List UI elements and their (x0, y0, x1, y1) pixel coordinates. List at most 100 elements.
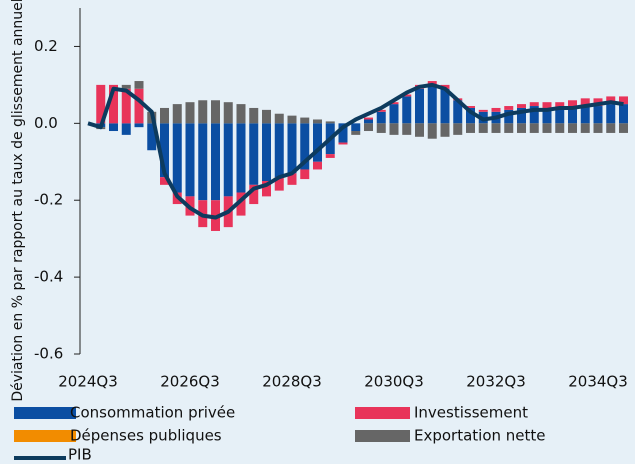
bar (274, 177, 284, 191)
y-axis-label: Déviation en % par rapport au taux de gl… (10, 0, 26, 402)
bar (262, 181, 271, 197)
bar (160, 107, 169, 124)
bar (376, 123, 386, 133)
legend-swatch (355, 430, 410, 442)
x-tick-label: 2028Q3 (262, 373, 322, 391)
bar (262, 123, 271, 181)
bar (555, 123, 565, 133)
bar (402, 123, 412, 135)
bar (568, 100, 577, 108)
x-tick-label: 2032Q3 (466, 373, 526, 391)
bar (453, 100, 463, 124)
bar (376, 111, 386, 124)
bar (198, 100, 208, 124)
bar (236, 192, 246, 216)
bar (580, 106, 590, 124)
bar (593, 123, 603, 133)
bar (529, 123, 539, 133)
bar (580, 98, 590, 107)
y-tick-label: 0.2 (34, 37, 58, 55)
bar (249, 107, 259, 124)
bar (619, 123, 628, 133)
bar (542, 123, 552, 133)
bar (121, 123, 131, 135)
bar (147, 123, 157, 151)
bar (300, 117, 310, 124)
bar (364, 117, 373, 120)
line (87, 82, 624, 220)
bar (529, 102, 539, 107)
bar (223, 102, 233, 124)
bar (96, 84, 106, 124)
legend-swatch (14, 407, 76, 419)
bar (236, 123, 246, 193)
bar (580, 123, 590, 133)
y-tick-label: -0.2 (34, 191, 63, 209)
bar (466, 106, 475, 108)
bar (121, 88, 131, 124)
bar (504, 109, 514, 124)
bar (109, 84, 118, 124)
bar (440, 88, 450, 124)
bar (542, 102, 552, 108)
bar (491, 107, 501, 112)
bar (466, 123, 475, 133)
bar (313, 161, 322, 170)
bar (402, 94, 412, 97)
bar (249, 184, 259, 205)
bar (300, 169, 310, 180)
legend-swatch (355, 407, 410, 419)
bar (185, 102, 195, 124)
bar (504, 106, 514, 110)
x-tick-label: 2030Q3 (364, 373, 424, 391)
x-tick-label: 2034Q3 (568, 373, 628, 391)
bar (555, 107, 565, 124)
bar (185, 123, 195, 197)
y-tick-label: 0.0 (34, 114, 58, 132)
legend-label: Exportation nette (414, 427, 546, 445)
bar (351, 123, 361, 132)
legend-label: Investissement (414, 404, 528, 422)
bar (134, 81, 144, 89)
bar (172, 123, 182, 193)
legend-label: Consommation privée (70, 404, 235, 422)
bar (313, 123, 322, 162)
bar (606, 104, 616, 124)
x-tick-label: 2026Q3 (160, 373, 220, 391)
bar (389, 102, 399, 105)
bar (376, 109, 386, 112)
y-tick-label: -0.4 (34, 268, 63, 286)
bar (287, 123, 297, 174)
bar (542, 107, 552, 124)
bar (313, 119, 322, 124)
x-tick-label: 2024Q3 (58, 373, 118, 391)
bar (351, 131, 361, 135)
bar (325, 154, 335, 158)
bar (606, 123, 616, 133)
bar (338, 142, 348, 145)
bar (211, 123, 220, 201)
bar (529, 106, 539, 124)
y-tick-label: -0.6 (34, 345, 63, 363)
bar (300, 123, 310, 170)
bar (415, 88, 424, 124)
bar (198, 123, 208, 201)
bar (415, 123, 424, 137)
bar (619, 96, 628, 105)
bar (287, 115, 297, 124)
bar (427, 84, 437, 124)
bar (389, 104, 399, 124)
bar (364, 119, 373, 124)
bar (121, 84, 131, 89)
bar (619, 104, 628, 124)
legend-label: PIB (68, 446, 92, 464)
bar (504, 123, 514, 133)
bar (517, 107, 526, 124)
bar (364, 123, 373, 132)
legend-swatch (14, 430, 76, 442)
bar (274, 123, 284, 178)
bar (211, 100, 220, 124)
bar (440, 123, 450, 137)
legend-label: Dépenses publiques (70, 427, 222, 445)
